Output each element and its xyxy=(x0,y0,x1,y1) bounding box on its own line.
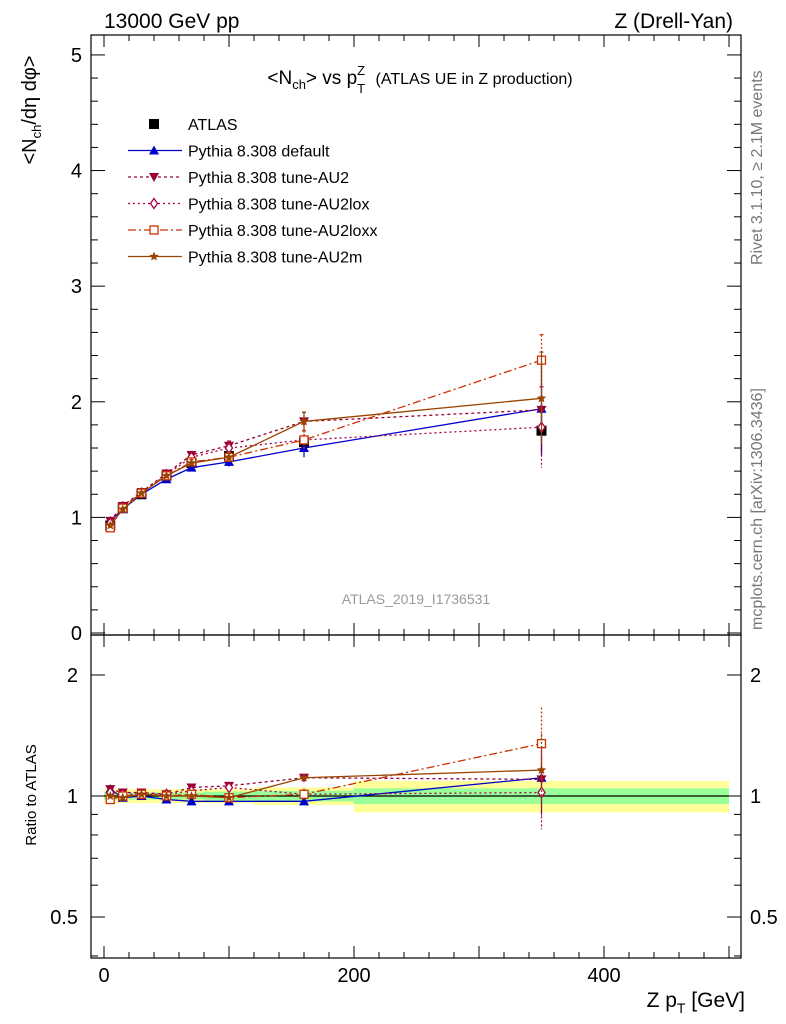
legend-label-au2loxx: Pythia 8.308 tune-AU2loxx xyxy=(188,223,377,240)
main-y-tick-label-5: 5 xyxy=(71,45,82,67)
legend-label-au2lox: Pythia 8.308 tune-AU2lox xyxy=(188,197,369,214)
point-au2m-5 xyxy=(224,452,234,462)
legend-item-au2m: Pythia 8.308 tune-AU2m xyxy=(128,250,362,267)
legend-label-au2m: Pythia 8.308 tune-AU2m xyxy=(188,250,362,267)
ratio-point-au2m-6 xyxy=(299,772,309,782)
line-au2 xyxy=(109,409,542,522)
ratio-y-tick-label-right-2: 2 xyxy=(750,665,761,687)
legend-item-au2: Pythia 8.308 tune-AU2 xyxy=(128,170,349,187)
legend-marker-au2lox xyxy=(149,197,159,210)
legend-label-default: Pythia 8.308 default xyxy=(188,144,330,161)
point-au2m-6 xyxy=(299,416,309,426)
line-default xyxy=(109,408,542,522)
ratio-y-tick-label-right-1: 1 xyxy=(750,786,761,808)
legend-marker-au2 xyxy=(149,173,159,182)
legend-marker-atlas xyxy=(149,119,159,129)
analysis-watermark: ATLAS_2019_I1736531 xyxy=(342,591,491,607)
point-au2m-2 xyxy=(136,488,147,498)
ratio-point-au2loxx-6 xyxy=(299,789,309,799)
legend: ATLAS Pythia 8.308 default Pythia 8.308 tu… xyxy=(128,117,377,267)
legend-item-default: Pythia 8.308 default xyxy=(128,144,330,161)
ratio-point-au2m-1 xyxy=(118,792,128,802)
ratio-point-au2lox-5 xyxy=(224,781,234,794)
point-au2m-0 xyxy=(105,520,115,530)
ratio-series-group xyxy=(105,707,547,830)
ratio-point-au2m-0 xyxy=(105,791,115,800)
legend-item-au2loxx: Pythia 8.308 tune-AU2loxx xyxy=(128,223,377,240)
rivet-label: Rivet 3.1.10, ≥ 2.1M events xyxy=(749,70,766,265)
point-au2m-3 xyxy=(161,470,172,480)
ratio-y-tick-label-right-0.5: 0.5 xyxy=(750,907,778,929)
ratio-point-default-4 xyxy=(186,796,197,806)
mcplots-label: mcplots.cern.ch [arXiv:1306.3436] xyxy=(749,388,766,630)
ratio-y-axis-label: Ratio to ATLAS xyxy=(23,744,40,845)
legend-marker-au2m xyxy=(149,251,159,261)
line-au2lox xyxy=(109,426,542,524)
x-tick-label-400: 400 xyxy=(587,965,620,987)
main-y-tick-label-4: 4 xyxy=(71,161,82,183)
chart-title: <Nch> vs pZ T (ATLAS UE in Z production) xyxy=(267,63,572,96)
x-tick-label-0: 0 xyxy=(98,965,109,987)
point-au2m-7 xyxy=(536,393,547,403)
ratio-series-au2m xyxy=(105,733,547,807)
main-y-axis-label: <Nch/dη dφ> xyxy=(19,56,44,165)
main-series-group xyxy=(105,334,547,533)
series-au2m xyxy=(105,351,547,530)
energy-label: 13000 GeV pp xyxy=(104,10,239,33)
point-au2m-1 xyxy=(118,504,128,514)
ratio-point-au2lox-7 xyxy=(537,786,546,799)
legend-label-au2: Pythia 8.308 tune-AU2 xyxy=(188,170,349,187)
ratio-point-au2m-3 xyxy=(161,791,172,800)
series-default xyxy=(105,361,547,525)
ratio-point-au2m-5 xyxy=(224,792,234,802)
ratio-point-default-6 xyxy=(299,796,309,806)
x-axis-label: Z pT [GeV] xyxy=(647,989,745,1016)
ratio-y-tick-label-2: 2 xyxy=(67,665,78,687)
point-au2m-4 xyxy=(186,458,197,468)
ratio-point-au2m-2 xyxy=(136,789,147,799)
point-default-4 xyxy=(186,462,197,472)
main-y-tick-label-1: 1 xyxy=(71,507,82,529)
legend-label-atlas: ATLAS xyxy=(188,117,238,134)
process-label: Z (Drell-Yan) xyxy=(614,10,733,33)
ratio-point-au2m-4 xyxy=(186,791,197,800)
main-y-tick-label-2: 2 xyxy=(71,392,82,414)
legend-item-atlas: ATLAS xyxy=(149,117,238,134)
series-au2lox xyxy=(105,386,546,530)
legend-item-au2lox: Pythia 8.308 tune-AU2lox xyxy=(128,197,369,214)
line-au2m xyxy=(109,397,542,526)
main-y-tick-label-3: 3 xyxy=(71,276,82,298)
legend-marker-default xyxy=(149,145,159,155)
ratio-point-au2m-7 xyxy=(536,765,547,775)
main-y-tick-label-0: 0 xyxy=(71,623,82,645)
ratio-y-tick-label-1: 1 xyxy=(67,786,78,808)
legend-marker-au2loxx xyxy=(149,225,159,235)
x-tick-label-200: 200 xyxy=(337,965,370,987)
ratio-y-tick-label-0.5: 0.5 xyxy=(50,907,78,929)
point-au2loxx-6 xyxy=(299,435,309,445)
series-au2loxx xyxy=(105,334,547,533)
